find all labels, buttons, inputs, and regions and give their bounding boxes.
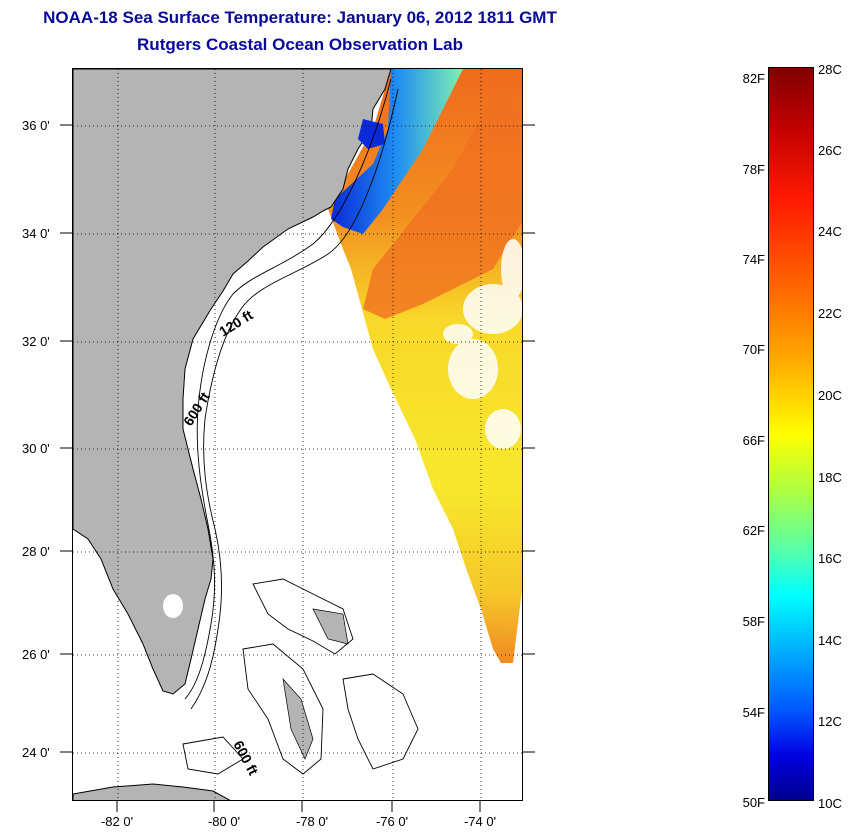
cbar-f-58: 58F xyxy=(742,614,765,629)
bahamas-banks xyxy=(182,578,419,775)
cbar-c-26: 26C xyxy=(818,143,842,158)
cbar-f-74: 74F xyxy=(742,252,765,267)
lon-label-78: -78 0' xyxy=(295,814,329,829)
lon-label-80: -80 0' xyxy=(207,814,241,829)
lat-label-32: 32 0' xyxy=(22,334,50,349)
lon-label-74: -74 0' xyxy=(463,814,497,829)
cbar-c-24: 24C xyxy=(818,224,842,239)
cbar-f-62: 62F xyxy=(742,523,765,538)
cbar-c-28: 28C xyxy=(818,62,842,77)
lat-label-36: 36 0' xyxy=(22,118,50,133)
cbar-c-12: 12C xyxy=(818,714,842,729)
map-subtitle: Rutgers Coastal Ocean Observation Lab xyxy=(137,35,463,54)
cloud-patches xyxy=(443,239,522,449)
cuba-land xyxy=(73,783,231,800)
cbar-c-10: 10C xyxy=(818,796,842,811)
cbar-c-22: 22C xyxy=(818,306,842,321)
us-land xyxy=(73,69,392,695)
lat-label-24: 24 0' xyxy=(22,745,50,760)
gulf-stream-band xyxy=(363,94,522,319)
lon-label-82: -82 0' xyxy=(100,814,134,829)
cbar-f-66: 66F xyxy=(742,433,765,448)
axis-ticks xyxy=(60,124,535,812)
contour-600ft xyxy=(190,88,399,710)
lat-label-34: 34 0' xyxy=(22,226,50,241)
cbar-f-78: 78F xyxy=(742,162,765,177)
cbar-c-20: 20C xyxy=(818,388,842,403)
lon-label-76: -76 0' xyxy=(375,814,409,829)
cbar-f-82: 82F xyxy=(742,71,765,86)
lat-label-26: 26 0' xyxy=(22,647,50,662)
cbar-c-16: 16C xyxy=(818,551,842,566)
cbar-c-14: 14C xyxy=(818,633,842,648)
pamlico-sound xyxy=(358,119,385,149)
sst-map: 120 ft 600 ft 600 ft xyxy=(72,68,523,801)
contour-120ft xyxy=(184,78,392,700)
temperature-colorbar xyxy=(768,67,814,801)
lat-label-30: 30 0' xyxy=(22,441,50,456)
lake-okeechobee xyxy=(163,594,183,618)
cbar-c-18: 18C xyxy=(818,470,842,485)
bahamas-islands xyxy=(282,608,349,760)
cbar-f-50: 50F xyxy=(742,795,765,810)
lat-label-28: 28 0' xyxy=(22,544,50,559)
cbar-f-54: 54F xyxy=(742,705,765,720)
cbar-f-70: 70F xyxy=(742,342,765,357)
nearshore-cold-water xyxy=(331,69,463,234)
map-canvas: 120 ft 600 ft 600 ft xyxy=(73,69,522,800)
map-title: NOAA-18 Sea Surface Temperature: January… xyxy=(43,8,557,27)
